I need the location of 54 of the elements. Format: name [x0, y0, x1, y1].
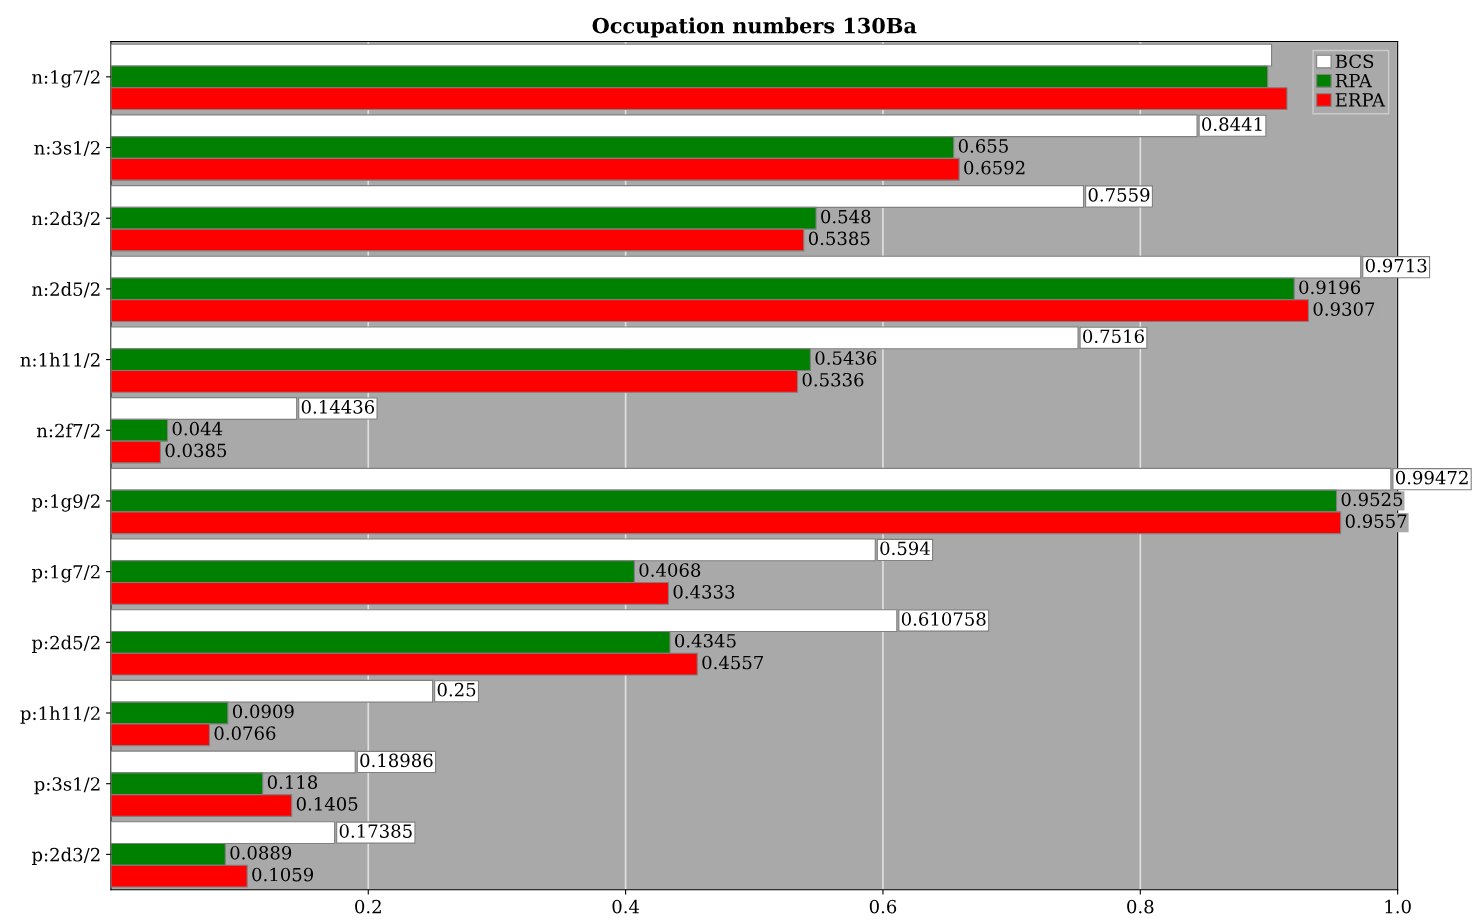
data-label: 0.5385	[808, 231, 870, 246]
x-tick-label: 0.4	[612, 899, 640, 914]
y-tick-label: p:2d3/2	[31, 847, 100, 865]
x-tick-label: 1.0	[1385, 899, 1411, 914]
data-label: 0.17385	[339, 824, 412, 838]
y-tick-label: n:1g7/2	[32, 70, 100, 88]
data-label: 0.655	[958, 139, 1008, 153]
x-tick-label: 0.2	[355, 899, 381, 914]
data-label: 0.610758	[901, 612, 986, 626]
data-label: 0.18986	[360, 753, 433, 768]
x-tick-label: 0.8	[1127, 899, 1154, 914]
chart-title: Occupation numbers 130Ba	[592, 17, 917, 38]
data-label: 0.99472	[1395, 470, 1468, 485]
y-tick-label: n:2d5/2	[32, 282, 100, 298]
data-label: 0.594	[880, 541, 930, 556]
legend-label: RPA	[1335, 73, 1373, 88]
data-label: 0.0766	[214, 726, 276, 740]
data-label: 0.25	[437, 682, 476, 697]
data-label: 0.0889	[230, 845, 292, 860]
legend-label: BCS	[1335, 54, 1374, 69]
data-label: 0.8441	[1202, 117, 1262, 132]
data-label: 0.4557	[702, 655, 764, 670]
y-tick-label: n:2f7/2	[36, 423, 100, 439]
data-label: 0.9196	[1299, 280, 1361, 295]
data-label: 0.9307	[1313, 302, 1375, 316]
data-label: 0.4345	[675, 633, 736, 648]
data-label: 0.7559	[1088, 188, 1150, 202]
y-tick-label: p:1g7/2	[31, 564, 100, 583]
data-label: 0.548	[821, 209, 871, 224]
y-tick-label: n:2d3/2	[32, 211, 100, 227]
data-label: 0.118	[267, 775, 318, 789]
data-label: 0.9713	[1365, 258, 1427, 273]
data-label: 0.1059	[252, 867, 314, 882]
y-tick-label: p:2d5/2	[31, 635, 100, 653]
y-tick-label: p:1g9/2	[31, 494, 100, 512]
data-label: 0.14436	[301, 400, 375, 414]
y-tick-label: p:3s1/2	[34, 777, 100, 795]
y-tick-label: p:1h11/2	[20, 706, 100, 724]
y-tick-label: n:3s1/2	[34, 140, 100, 157]
data-label: 0.0909	[232, 704, 294, 719]
legend-label: ERPA	[1335, 93, 1386, 107]
data-label: 0.9557	[1345, 514, 1407, 528]
y-tick-label: n:1h11/2	[20, 352, 100, 369]
data-label: 0.0385	[165, 443, 227, 458]
data-label: 0.4333	[673, 584, 735, 599]
data-label: 0.1405	[296, 797, 358, 811]
data-label: 0.5436	[815, 351, 877, 365]
data-label: 0.9525	[1341, 492, 1403, 507]
data-label: 0.044	[172, 421, 223, 436]
data-label: 0.4068	[639, 563, 701, 577]
data-label: 0.7516	[1083, 329, 1144, 344]
x-tick-label: 0.6	[869, 899, 897, 914]
data-label: 0.6592	[964, 160, 1025, 175]
data-label: 0.5336	[802, 372, 864, 387]
